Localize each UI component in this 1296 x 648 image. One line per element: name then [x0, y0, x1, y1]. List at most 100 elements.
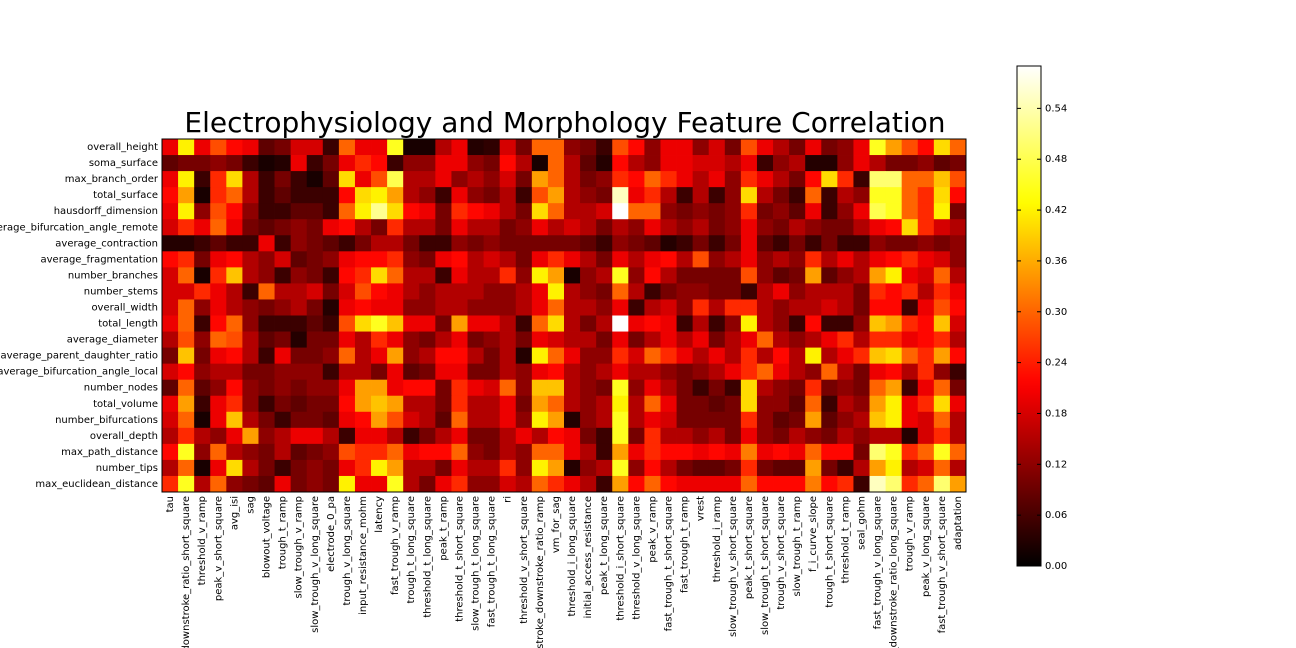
heatmap-cell [387, 379, 404, 397]
heatmap-cell [676, 347, 694, 365]
heatmap-cell [371, 443, 388, 461]
heatmap-cell [612, 475, 629, 493]
heatmap-cell [354, 171, 372, 188]
heatmap-cell [515, 155, 533, 172]
heatmap-cell [692, 347, 710, 365]
heatmap-cell [354, 251, 372, 268]
x-tick-label: adaptation [953, 496, 964, 550]
heatmap-cell [258, 219, 275, 236]
heatmap-cell [596, 219, 613, 236]
heatmap-cell [483, 395, 501, 413]
heatmap-cell [580, 363, 597, 381]
heatmap-cell [547, 203, 565, 220]
heatmap-cell [178, 171, 195, 188]
heatmap-cell [564, 443, 581, 461]
heatmap-cell [740, 155, 758, 172]
heatmap-cell [242, 459, 259, 477]
heatmap-cell [354, 475, 372, 493]
heatmap-cell [740, 459, 758, 477]
heatmap-cell [435, 363, 452, 381]
heatmap-cell [564, 459, 581, 477]
heatmap-cell [949, 155, 967, 172]
heatmap-cell [419, 459, 436, 477]
heatmap-cell [869, 203, 886, 220]
heatmap-cell [419, 139, 436, 156]
heatmap-cell [724, 459, 742, 477]
heatmap-cell [949, 331, 967, 348]
heatmap-cell [853, 299, 870, 316]
heatmap-cell [290, 379, 308, 397]
x-tick-label: trough_v_short_square [776, 496, 787, 610]
heatmap-cell [274, 395, 292, 413]
heatmap-cell [178, 443, 195, 461]
heatmap-cell [756, 427, 774, 445]
heatmap-cell [612, 283, 629, 300]
heatmap-cell [564, 475, 581, 493]
heatmap-cell [869, 139, 886, 156]
heatmap-cell [773, 459, 790, 477]
heatmap-cell [789, 347, 806, 365]
heatmap-cell [821, 347, 838, 365]
heatmap-cell [419, 475, 436, 493]
heatmap-cell [242, 427, 259, 445]
heatmap-cell [435, 283, 452, 300]
heatmap-cell [306, 443, 324, 461]
heatmap-cell [451, 187, 468, 204]
heatmap-cell [499, 139, 517, 156]
heatmap-cell [660, 379, 677, 397]
heatmap-cell [531, 235, 549, 252]
heatmap-cell [708, 203, 726, 220]
heatmap-cell [612, 203, 629, 220]
heatmap-cell [499, 235, 517, 252]
heatmap-cell [612, 171, 629, 188]
heatmap-cell [258, 315, 275, 332]
heatmap-cell [708, 139, 726, 156]
heatmap-cell [226, 395, 243, 413]
heatmap-cell [949, 315, 967, 332]
heatmap-cell [756, 299, 774, 316]
heatmap-cell [853, 395, 870, 413]
heatmap-cell [322, 395, 340, 413]
heatmap-cell [531, 395, 549, 413]
heatmap-cell [740, 187, 758, 204]
heatmap-cell [821, 411, 838, 429]
heatmap-cell [306, 299, 324, 316]
heatmap-cell [354, 315, 372, 332]
heatmap-cell [821, 315, 838, 332]
x-tick-label: vrest [696, 496, 707, 521]
heatmap-cell [740, 443, 758, 461]
y-tick-label: number_tips [96, 463, 158, 474]
heatmap-cell [853, 459, 870, 477]
heatmap-cell [354, 459, 372, 477]
heatmap-cell [692, 427, 710, 445]
heatmap-cell [451, 251, 468, 268]
heatmap-cell [178, 363, 195, 381]
heatmap-cell [644, 299, 661, 316]
heatmap-cell [628, 427, 645, 445]
heatmap-cell [949, 299, 967, 316]
heatmap-cell [837, 427, 854, 445]
x-tick-label: upstroke_downstroke_ratio_long_square [889, 496, 900, 648]
heatmap-cell [387, 235, 404, 252]
heatmap-cell [354, 379, 372, 397]
heatmap-cell [869, 299, 886, 316]
heatmap-cell [306, 187, 324, 204]
heatmap-cell [869, 187, 886, 204]
heatmap-cell [338, 219, 356, 236]
x-tick-label: trough_v_long_square [342, 496, 353, 606]
heatmap-cell [547, 299, 565, 316]
heatmap-cell [322, 379, 340, 397]
heatmap-cell [338, 187, 356, 204]
y-tick-label: max_euclidean_distance [35, 479, 158, 490]
heatmap-cell [435, 443, 452, 461]
heatmap-cell [724, 235, 742, 252]
heatmap-cell [322, 315, 340, 332]
heatmap-cell [724, 347, 742, 365]
heatmap-cell [435, 219, 452, 236]
heatmap-cell [885, 219, 903, 236]
heatmap-cell [933, 283, 951, 300]
heatmap-cell [210, 283, 227, 300]
colorbar-tick-label: 0.18 [1045, 408, 1067, 419]
heatmap-cell [821, 395, 838, 413]
heatmap-cell [499, 155, 517, 172]
